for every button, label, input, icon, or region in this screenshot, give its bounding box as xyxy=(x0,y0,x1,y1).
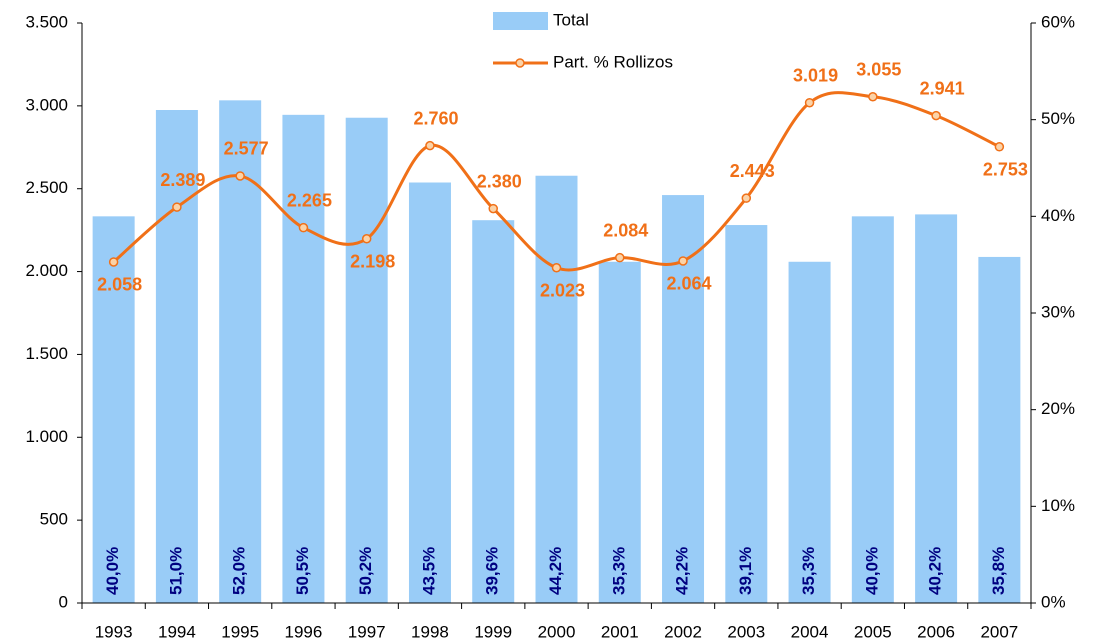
bar-value-label: 44,2% xyxy=(546,547,565,595)
legend-swatch xyxy=(493,12,548,30)
legend-label: Part. % Rollizos xyxy=(553,52,673,71)
y2-tick-label: 50% xyxy=(1041,109,1075,128)
bar xyxy=(472,220,515,603)
line-value-label: 2.389 xyxy=(160,170,205,190)
y-tick-label: 1.500 xyxy=(25,344,68,363)
line-marker xyxy=(298,222,309,233)
y2-tick-label: 30% xyxy=(1041,302,1075,321)
line-marker xyxy=(678,256,688,266)
x-tick-label: 2000 xyxy=(538,622,576,641)
bar xyxy=(915,214,958,603)
bar-value-label: 43,5% xyxy=(419,547,438,595)
y2-tick-label: 40% xyxy=(1041,206,1075,225)
line-value-label: 3.019 xyxy=(793,65,838,85)
legend-label: Total xyxy=(553,10,589,29)
line-value-label: 2.380 xyxy=(477,171,522,191)
line-marker xyxy=(804,97,815,108)
x-tick-label: 1998 xyxy=(411,622,449,641)
bar-value-label: 40,2% xyxy=(926,547,945,595)
line-value-label: 2.265 xyxy=(287,190,332,210)
bar-value-label: 50,5% xyxy=(293,547,312,595)
line-value-label: 2.084 xyxy=(603,220,648,240)
line-value-label: 3.055 xyxy=(856,59,901,79)
bar xyxy=(155,110,198,603)
y-tick-label: 2.000 xyxy=(25,261,68,280)
x-tick-label: 2003 xyxy=(727,622,765,641)
bar xyxy=(345,117,388,603)
line-marker xyxy=(615,252,625,263)
x-tick-label: 2002 xyxy=(664,622,702,641)
x-tick-label: 1995 xyxy=(221,622,259,641)
x-tick-label: 2005 xyxy=(854,622,892,641)
bar-value-label: 39,1% xyxy=(736,547,755,595)
line-marker xyxy=(868,91,878,102)
y-tick-label: 2.500 xyxy=(25,178,68,197)
line-value-label: 2.577 xyxy=(224,139,269,159)
line-value-label: 2.443 xyxy=(730,161,775,181)
line-value-label: 2.753 xyxy=(983,160,1028,180)
line-value-label: 2.058 xyxy=(97,275,142,295)
line-marker xyxy=(931,110,941,121)
y-tick-label: 3.500 xyxy=(25,12,68,31)
legend-marker xyxy=(515,58,525,68)
x-tick-label: 1996 xyxy=(285,622,323,641)
bar-value-label: 35,8% xyxy=(989,547,1008,595)
bar xyxy=(535,175,578,603)
y2-tick-label: 0% xyxy=(1041,592,1066,611)
x-tick-label: 1999 xyxy=(474,622,512,641)
x-tick-label: 2007 xyxy=(980,622,1018,641)
line-marker xyxy=(741,193,752,203)
y-tick-label: 1.000 xyxy=(25,427,68,446)
line-marker xyxy=(551,263,562,273)
y2-tick-label: 60% xyxy=(1041,12,1075,31)
bar xyxy=(978,256,1021,603)
x-tick-label: 1993 xyxy=(95,622,133,641)
bar xyxy=(788,261,831,603)
line-marker xyxy=(235,171,245,181)
x-tick-label: 2006 xyxy=(917,622,955,641)
bar xyxy=(408,182,451,603)
y-tick-label: 0 xyxy=(59,592,68,611)
bar xyxy=(725,225,768,604)
line-value-label: 2.198 xyxy=(350,252,395,272)
line-value-label: 2.064 xyxy=(667,274,712,294)
bar-value-label: 42,2% xyxy=(673,547,692,595)
x-tick-label: 1994 xyxy=(158,622,196,641)
x-tick-label: 2004 xyxy=(791,622,829,641)
bar-value-label: 35,3% xyxy=(609,547,628,595)
bar-value-label: 39,6% xyxy=(483,547,502,595)
bar-value-label: 40,0% xyxy=(862,547,881,595)
line-marker xyxy=(361,234,372,244)
y-tick-label: 500 xyxy=(40,510,68,529)
bar-value-label: 40,0% xyxy=(103,547,122,595)
bar-value-label: 52,0% xyxy=(230,547,249,595)
y2-tick-label: 20% xyxy=(1041,399,1075,418)
bar xyxy=(92,216,135,604)
bar xyxy=(851,216,894,604)
y-tick-label: 3.000 xyxy=(25,95,68,114)
bar-value-label: 50,2% xyxy=(356,547,375,595)
line-marker xyxy=(108,257,119,267)
line-value-label: 2.760 xyxy=(413,108,458,128)
line-value-label: 2.023 xyxy=(540,281,585,301)
line-marker xyxy=(994,142,1005,152)
line-value-label: 2.941 xyxy=(920,78,965,98)
x-tick-label: 2001 xyxy=(601,622,639,641)
line-marker xyxy=(488,203,498,214)
line-marker xyxy=(172,202,182,212)
bar xyxy=(598,261,641,603)
bar-value-label: 35,3% xyxy=(799,547,818,595)
x-tick-label: 1997 xyxy=(348,622,386,641)
line xyxy=(112,91,1001,272)
bar-value-label: 51,0% xyxy=(166,547,185,595)
line-marker xyxy=(425,140,435,151)
bar xyxy=(282,114,325,603)
y2-tick-label: 10% xyxy=(1041,496,1075,515)
